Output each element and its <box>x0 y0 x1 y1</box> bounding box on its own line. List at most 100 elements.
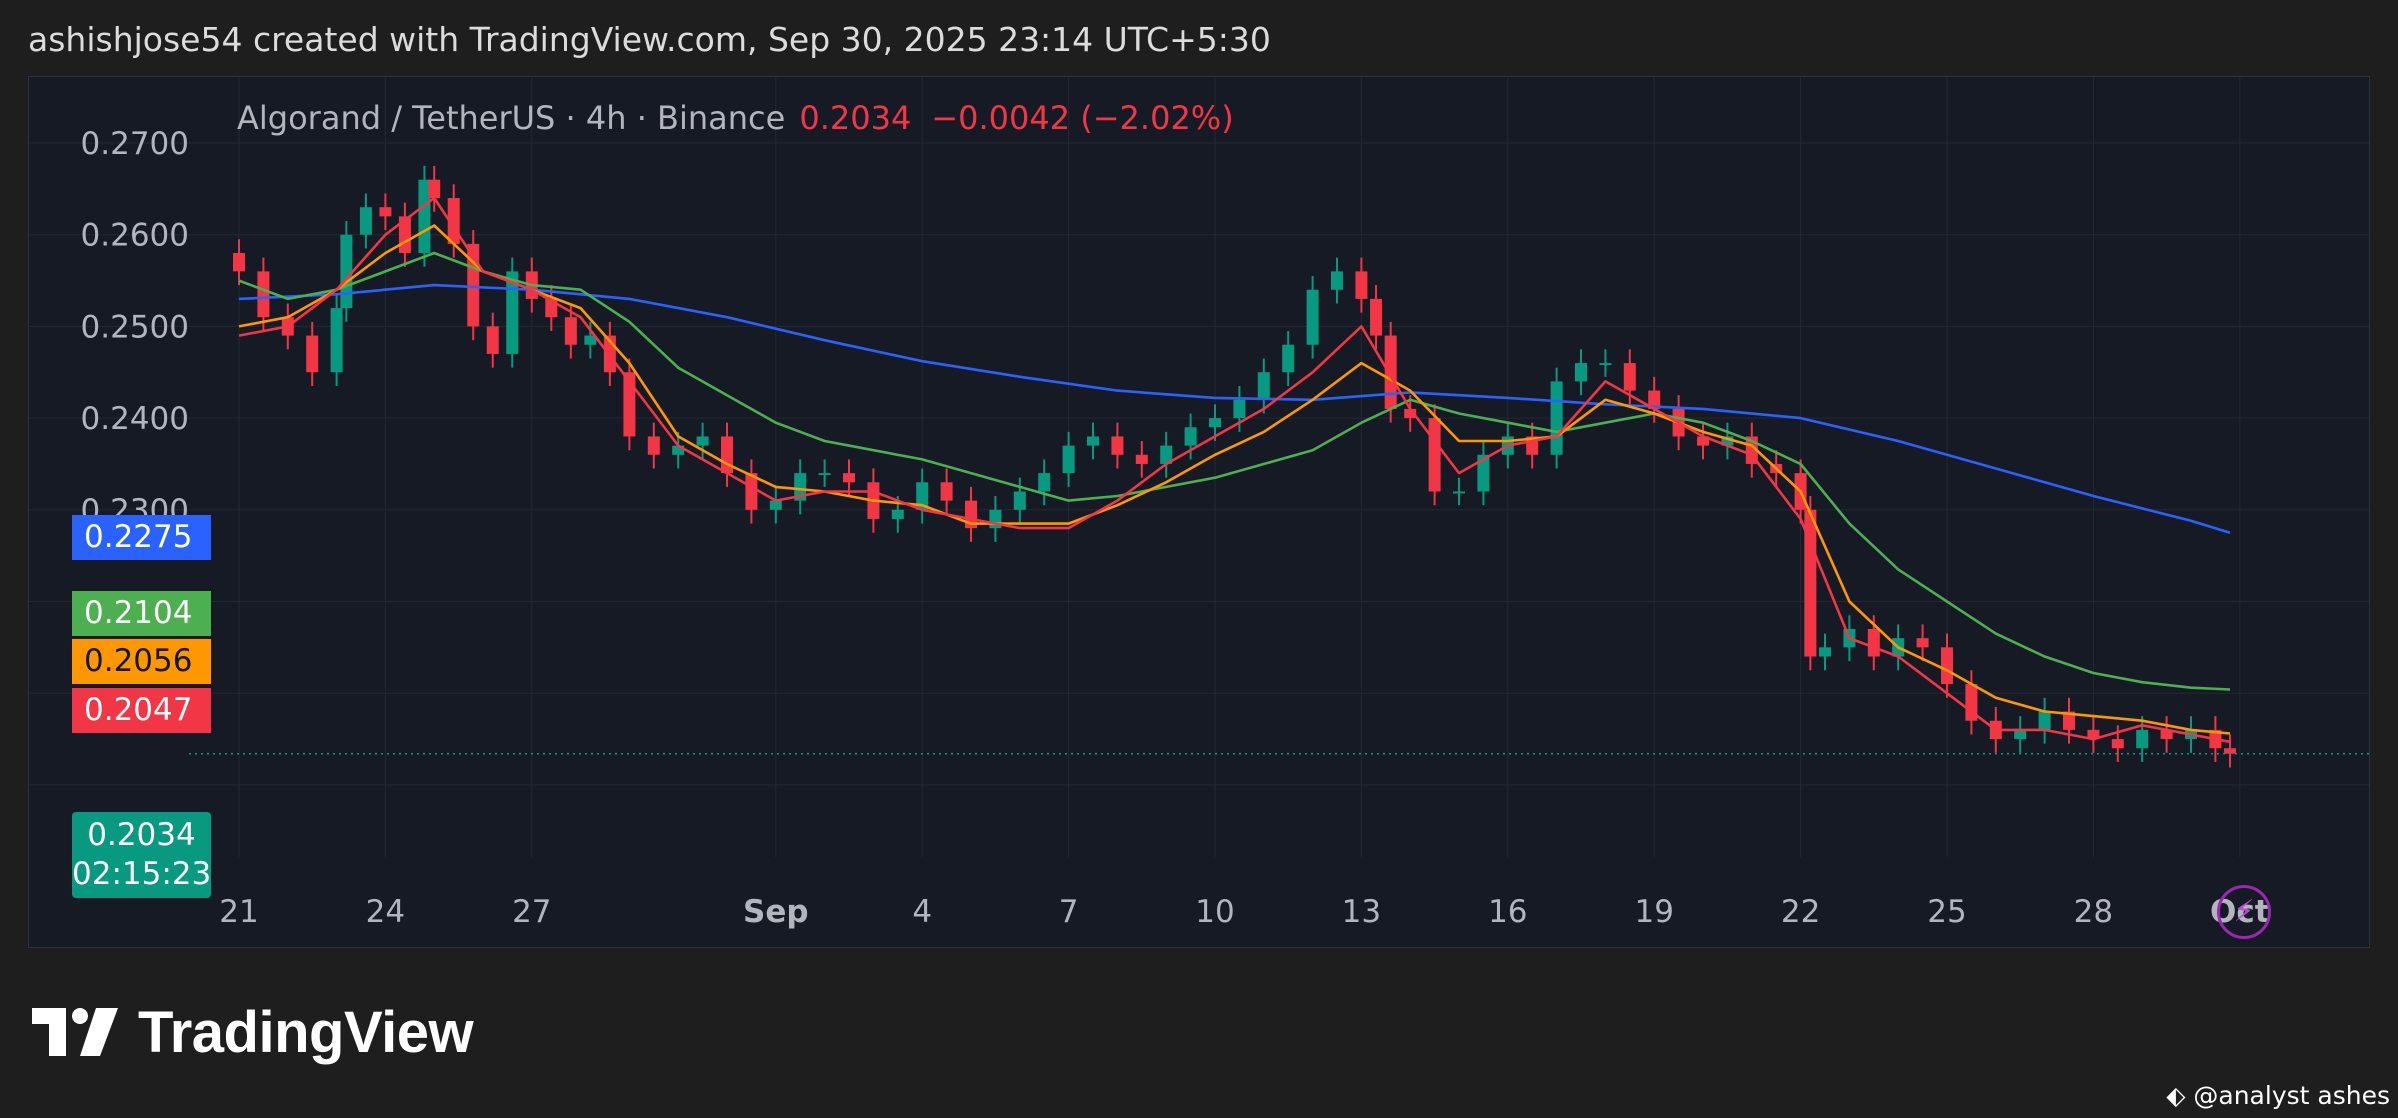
candle-body <box>486 326 499 354</box>
bar-countdown: 02:15:23 <box>72 856 212 892</box>
candle-body <box>379 207 392 217</box>
candle-body <box>359 207 372 235</box>
candle-body <box>623 372 636 437</box>
x-tick-label: 22 <box>1781 894 1820 930</box>
candle-body <box>696 436 709 446</box>
candle-body <box>257 271 270 318</box>
tradingview-mark-icon <box>32 1008 118 1056</box>
candle-body <box>2014 729 2027 740</box>
watermark: ⬖ @analyst ashes <box>2166 1081 2390 1110</box>
candle-body <box>1111 436 1124 455</box>
candle-body <box>1721 436 1734 446</box>
candle-body <box>891 509 904 519</box>
candle-body <box>1916 638 1929 648</box>
x-tick-label: 27 <box>512 894 551 930</box>
candle-body <box>843 473 855 483</box>
candle-body <box>2224 748 2237 754</box>
candle-body <box>428 179 441 199</box>
candle-body <box>2160 729 2173 740</box>
tradingview-logo: TradingView <box>32 1000 474 1065</box>
candle-body <box>1331 271 1343 290</box>
ma-line-3 <box>238 196 2231 744</box>
candle-body <box>818 473 831 476</box>
candle-body <box>721 436 733 474</box>
candle-body <box>1697 436 1709 446</box>
price-change: −0.0042 (−2.02%) <box>931 99 1234 137</box>
candle-body <box>1306 289 1319 345</box>
candle-body <box>916 482 929 510</box>
candle-body <box>1160 445 1173 464</box>
x-tick-label: 19 <box>1634 894 1673 930</box>
candle-body <box>1867 629 1880 657</box>
ma-line-2 <box>238 224 2231 735</box>
candle-body <box>1370 298 1383 336</box>
candle-body <box>1087 436 1099 446</box>
y-tick-label: 0.2600 <box>81 218 189 254</box>
candle-body <box>769 500 782 510</box>
y-tick-label: 0.2700 <box>81 126 189 162</box>
candle-body <box>1135 454 1148 464</box>
last-value: 0.2034 <box>799 99 912 137</box>
candle-body <box>1623 363 1636 391</box>
candle-body <box>330 308 343 373</box>
candle-body <box>2038 711 2051 730</box>
symbol-legend: Algorand / TetherUS · 4h · Binance 0.2034… <box>237 99 1234 137</box>
diamond-icon: ⬖ <box>2166 1081 2186 1110</box>
ma-red-price-tag: 0.2047 <box>72 688 211 733</box>
x-tick-label: 16 <box>1488 894 1527 930</box>
x-tick-label: 10 <box>1195 894 1234 930</box>
chart-header-text: ashishjose54 created with TradingView.co… <box>28 20 1271 59</box>
candle-body <box>2063 711 2075 730</box>
candle-body <box>647 436 660 455</box>
candle-body <box>1282 344 1295 373</box>
candle-body <box>1477 454 1490 492</box>
candle-body <box>1648 390 1661 409</box>
candle-body <box>340 234 353 309</box>
candle-body <box>306 335 319 373</box>
x-tick-label: 4 <box>912 894 932 930</box>
candle-body <box>233 253 245 272</box>
candle-body <box>1819 647 1831 657</box>
symbol-name: Algorand / TetherUS · 4h · Binance <box>237 99 786 137</box>
x-tick-label: 28 <box>2074 894 2113 930</box>
candle-body <box>2087 729 2100 740</box>
candle-body <box>1453 491 1465 494</box>
candle-body <box>1233 399 1246 419</box>
y-tick-label: 0.2400 <box>81 401 189 437</box>
candle-body <box>745 473 758 510</box>
x-tick-label: 25 <box>1927 894 1966 930</box>
candle-body <box>2111 739 2124 749</box>
candle-body <box>1038 473 1051 492</box>
candle-body <box>418 179 431 254</box>
ma-line-1 <box>238 251 2231 691</box>
candle-body <box>1599 363 1612 366</box>
x-tick-label: 21 <box>219 894 258 930</box>
candle-body <box>1209 418 1221 428</box>
brand-name: TradingView <box>138 999 474 1065</box>
candle-body <box>794 473 807 501</box>
candle-body <box>1013 491 1026 510</box>
lightning-icon[interactable]: ⚡ <box>2217 885 2271 939</box>
ma-orange-price-tag: 0.2056 <box>72 639 211 684</box>
candle-body <box>1062 445 1075 474</box>
candle-body <box>672 445 685 455</box>
candle-body <box>1550 381 1563 455</box>
last-price-value: 0.2034 <box>87 817 196 853</box>
candle-body <box>940 482 953 501</box>
watermark-text: @analyst ashes <box>2193 1081 2390 1110</box>
y-tick-label: 0.2500 <box>81 309 189 345</box>
candle-body <box>2136 729 2149 749</box>
candle-body <box>584 335 597 345</box>
chart-panel[interactable]: 0.2700 0.2600 0.2500 0.2400 0.2300 21 24 27 Sep 4… <box>28 76 2370 948</box>
ma-line-0 <box>238 283 2231 534</box>
candle-body <box>1941 647 1953 685</box>
candle-body <box>1257 372 1270 400</box>
x-tick-label: 24 <box>366 894 405 930</box>
last-price-tag: 0.2034 02:15:23 <box>72 812 211 898</box>
candle-body <box>506 271 519 354</box>
candle-body <box>1575 363 1587 382</box>
candle-body <box>1804 509 1817 657</box>
ma-green-price-tag: 0.2104 <box>72 591 211 636</box>
ma-blue-price-tag: 0.2275 <box>72 515 211 560</box>
